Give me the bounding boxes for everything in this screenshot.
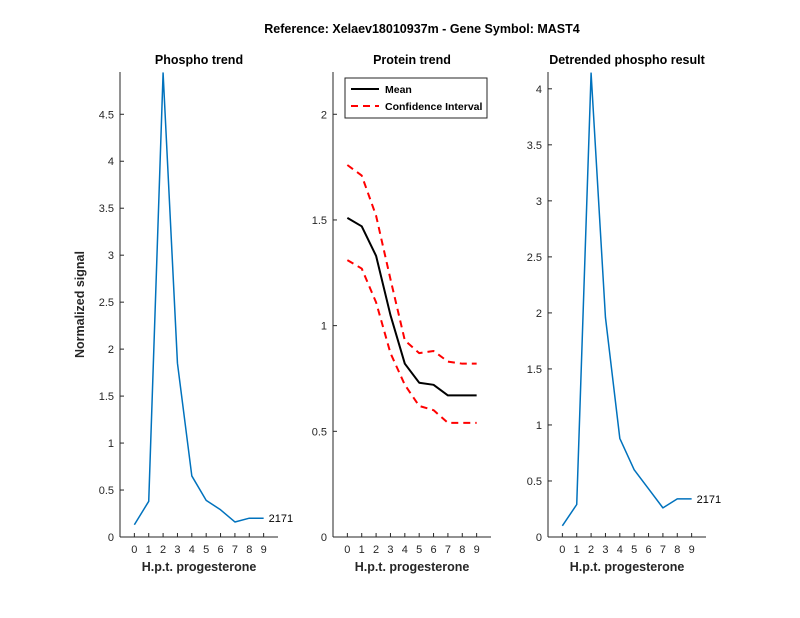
y-tick-label: 3.5: [99, 203, 114, 215]
y-tick-label: 1: [108, 438, 114, 450]
panel-title: Protein trend: [373, 53, 451, 67]
y-tick-label: 2.5: [527, 252, 542, 264]
y-tick-label: 1.5: [527, 364, 542, 376]
y-tick-label: 1: [321, 321, 327, 333]
x-tick-label: 2: [373, 544, 379, 556]
x-tick-label: 9: [261, 544, 267, 556]
y-tick-label: 1: [536, 420, 542, 432]
x-tick-label: 5: [631, 544, 637, 556]
y-tick-label: 0.5: [99, 485, 114, 497]
figure-title: Reference: Xelaev18010937m - Gene Symbol…: [264, 22, 579, 36]
mean-line: [346, 216, 477, 397]
series-1-line: [561, 72, 692, 527]
x-tick-label: 9: [689, 544, 695, 556]
y-tick-label: 0.5: [312, 426, 327, 438]
y-tick-label: 3.5: [527, 140, 542, 152]
y-tick-label: 4.5: [99, 109, 114, 121]
legend-box: [344, 77, 488, 119]
x-tick-label: 0: [559, 544, 565, 556]
x-tick-label: 7: [232, 544, 238, 556]
data-annotation: 2171: [269, 513, 293, 525]
x-tick-label: 4: [189, 544, 195, 556]
x-tick-label: 8: [246, 544, 252, 556]
y-tick-label: 3: [108, 250, 114, 262]
x-tick-label: 8: [459, 544, 465, 556]
x-tick-label: 5: [416, 544, 422, 556]
x-tick-label: 3: [602, 544, 608, 556]
legend-entry-label: Confidence Interval: [385, 101, 483, 113]
legend: Mean Confidence Interval: [344, 77, 488, 119]
y-tick-label: 4: [108, 156, 114, 168]
y-tick-label: 3: [536, 196, 542, 208]
series-1-line: [133, 72, 264, 526]
x-tick-label: 9: [474, 544, 480, 556]
x-tick-label: 4: [617, 544, 623, 556]
x-tick-label: 2: [160, 544, 166, 556]
x-tick-label: 7: [445, 544, 451, 556]
x-tick-label: 2: [588, 544, 594, 556]
y-tick-label: 0: [321, 532, 327, 544]
x-tick-label: 6: [430, 544, 436, 556]
x-tick-label: 7: [660, 544, 666, 556]
data-annotation: 2171: [697, 494, 721, 506]
confidence-interval-line: [346, 164, 477, 365]
x-tick-label: 6: [217, 544, 223, 556]
x-tick-label: 6: [645, 544, 651, 556]
panel-title: Phospho trend: [155, 53, 243, 67]
x-tick-label: 5: [203, 544, 209, 556]
y-tick-label: 0: [108, 532, 114, 544]
y-tick-label: 2: [321, 109, 327, 121]
x-tick-label: 1: [359, 544, 365, 556]
x-tick-label: 8: [674, 544, 680, 556]
x-tick-label: 3: [174, 544, 180, 556]
x-axis-label: H.p.t. progesterone: [570, 560, 685, 574]
x-axis-label: H.p.t. progesterone: [355, 560, 470, 574]
legend-entry-label: Mean: [385, 84, 412, 96]
y-tick-label: 2: [536, 308, 542, 320]
x-tick-label: 1: [146, 544, 152, 556]
series-3-line: [346, 259, 477, 424]
x-tick-label: 4: [402, 544, 408, 556]
x-tick-label: 1: [574, 544, 580, 556]
x-tick-label: 0: [131, 544, 137, 556]
y-tick-label: 1.5: [99, 391, 114, 403]
y-tick-label: 4: [536, 84, 542, 96]
y-tick-label: 2: [108, 344, 114, 356]
y-tick-label: 1.5: [312, 215, 327, 227]
panel-title: Detrended phospho result: [549, 53, 705, 67]
x-tick-label: 0: [344, 544, 350, 556]
x-axis-label: H.p.t. progesterone: [142, 560, 257, 574]
y-tick-label: 0: [536, 532, 542, 544]
x-tick-label: 3: [387, 544, 393, 556]
y-tick-label: 0.5: [527, 476, 542, 488]
y-axis-label: Normalized signal: [73, 251, 87, 358]
y-tick-label: 2.5: [99, 297, 114, 309]
